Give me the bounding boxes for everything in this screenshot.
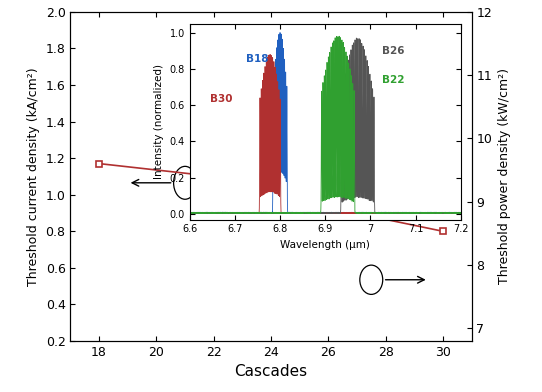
Y-axis label: Threshold power density (kW/cm²): Threshold power density (kW/cm²) [498, 68, 511, 285]
Text: B22: B22 [382, 75, 404, 85]
Y-axis label: Threshold current density (kA/cm²): Threshold current density (kA/cm²) [27, 67, 40, 286]
Text: B18: B18 [246, 54, 269, 64]
Text: B26: B26 [382, 46, 404, 56]
Y-axis label: Intensity (normalized): Intensity (normalized) [154, 64, 164, 179]
X-axis label: Wavelength (μm): Wavelength (μm) [280, 240, 370, 250]
X-axis label: Cascades: Cascades [235, 365, 307, 379]
Text: B30: B30 [210, 94, 233, 103]
